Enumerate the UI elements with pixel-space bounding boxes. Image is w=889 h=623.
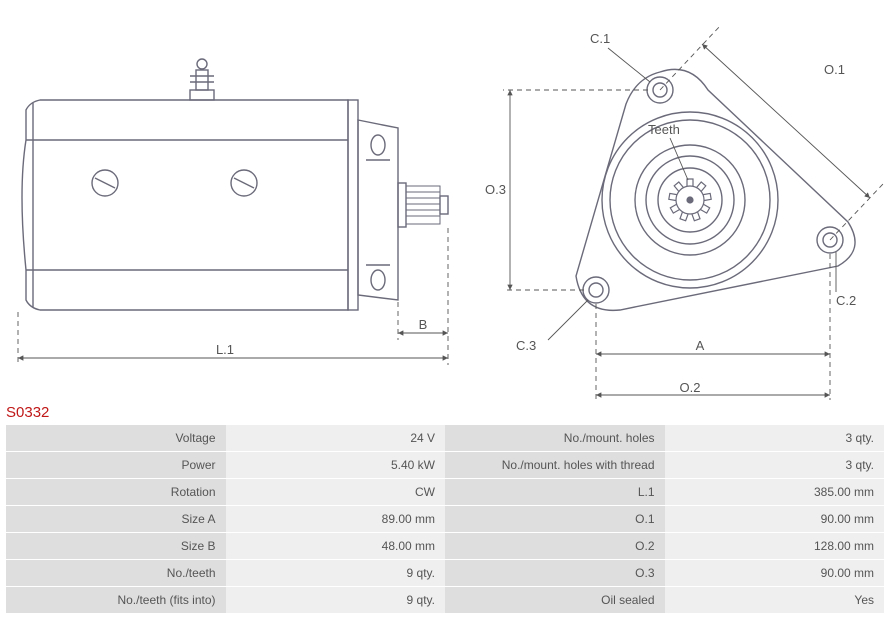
dim-O2-label: O.2 (680, 380, 701, 395)
specs-table: Voltage24 VNo./mount. holes3 qty.Power5.… (6, 425, 884, 614)
table-row: Size A89.00 mmO.190.00 mm (6, 506, 884, 533)
spec-value: Yes (665, 587, 885, 614)
dim-A-label: A (696, 338, 705, 353)
dim-B-label: B (419, 317, 428, 332)
spec-value: 48.00 mm (226, 533, 446, 560)
spec-value: 5.40 kW (226, 452, 446, 479)
spec-label: No./teeth (fits into) (6, 587, 226, 614)
spec-value: 385.00 mm (665, 479, 885, 506)
table-row: No./teeth (fits into)9 qty.Oil sealedYes (6, 587, 884, 614)
spec-label: No./mount. holes (445, 425, 665, 452)
table-row: Voltage24 VNo./mount. holes3 qty. (6, 425, 884, 452)
spec-value: 128.00 mm (665, 533, 885, 560)
label-C2: C.2 (836, 293, 856, 308)
table-row: RotationCWL.1385.00 mm (6, 479, 884, 506)
spec-label: Size B (6, 533, 226, 560)
front-view (576, 69, 855, 310)
table-row: No./teeth9 qty.O.390.00 mm (6, 560, 884, 587)
spec-label: L.1 (445, 479, 665, 506)
spec-label: No./teeth (6, 560, 226, 587)
spec-value: 90.00 mm (665, 560, 885, 587)
table-row: Size B48.00 mmO.2128.00 mm (6, 533, 884, 560)
spec-value: 3 qty. (665, 425, 885, 452)
side-view (22, 59, 448, 310)
part-number: S0332 (0, 400, 889, 425)
spec-label: O.1 (445, 506, 665, 533)
spec-label: O.2 (445, 533, 665, 560)
spec-label: No./mount. holes with thread (445, 452, 665, 479)
spec-value: CW (226, 479, 446, 506)
spec-value: 90.00 mm (665, 506, 885, 533)
dim-O1-label: O.1 (824, 62, 845, 77)
spec-label: Voltage (6, 425, 226, 452)
spec-value: 9 qty. (226, 560, 446, 587)
spec-label: O.3 (445, 560, 665, 587)
dim-L1-label: L.1 (216, 342, 234, 357)
spec-value: 3 qty. (665, 452, 885, 479)
label-C1: C.1 (590, 31, 610, 46)
spec-label: Oil sealed (445, 587, 665, 614)
spec-label: Power (6, 452, 226, 479)
technical-diagram: L.1 B (0, 0, 889, 400)
spec-value: 89.00 mm (226, 506, 446, 533)
spec-value: 9 qty. (226, 587, 446, 614)
label-C3: C.3 (516, 338, 536, 353)
spec-label: Rotation (6, 479, 226, 506)
table-row: Power5.40 kWNo./mount. holes with thread… (6, 452, 884, 479)
spec-label: Size A (6, 506, 226, 533)
spec-value: 24 V (226, 425, 446, 452)
dim-O3-label: O.3 (485, 182, 506, 197)
label-teeth: Teeth (648, 122, 680, 137)
